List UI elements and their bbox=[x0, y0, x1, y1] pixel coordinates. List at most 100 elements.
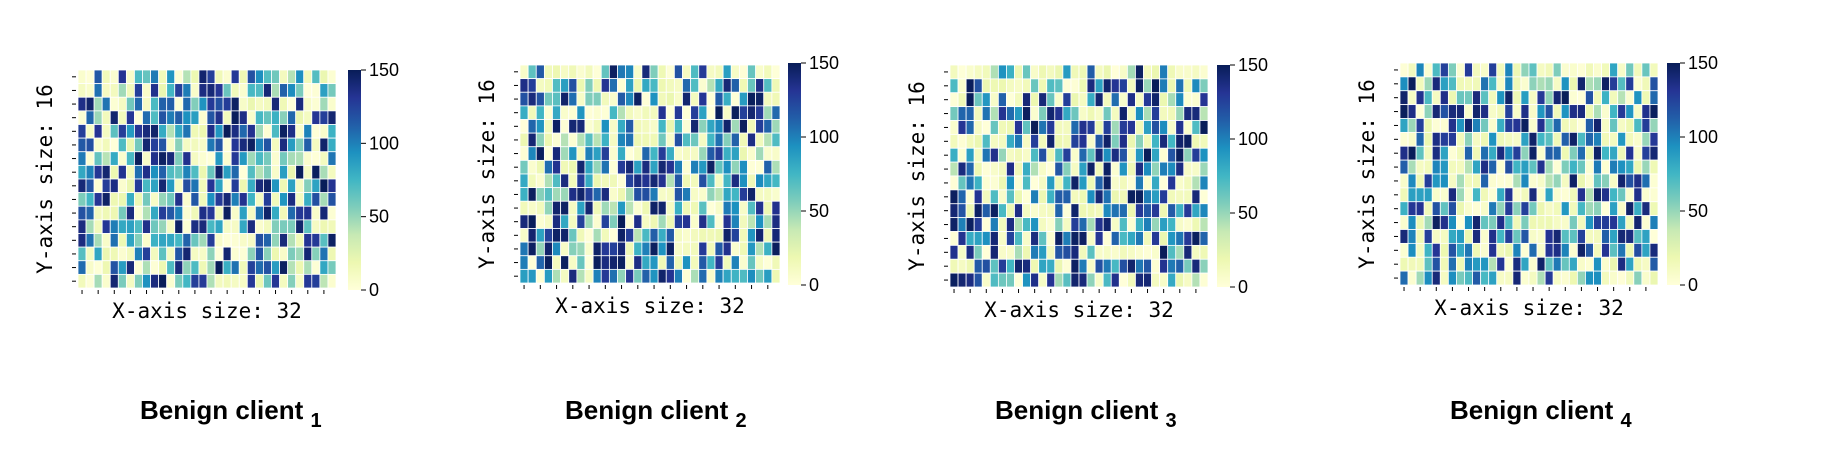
heatmap-cell bbox=[706, 228, 716, 243]
heatmap-cell bbox=[1447, 145, 1457, 161]
heatmap-cell bbox=[1407, 131, 1417, 147]
heatmap-cell bbox=[738, 91, 748, 107]
heatmap-cell bbox=[1439, 62, 1449, 78]
heatmap-cell bbox=[222, 83, 232, 98]
heatmap-cell bbox=[303, 246, 313, 262]
heatmap-cell bbox=[682, 241, 692, 257]
heatmap-cell bbox=[1054, 78, 1064, 94]
heatmap-cell bbox=[673, 91, 683, 107]
heatmap-cell bbox=[1151, 106, 1161, 121]
heatmap-cell bbox=[665, 214, 675, 229]
heatmap-cell bbox=[1135, 272, 1144, 288]
heatmap-cell bbox=[519, 255, 529, 270]
heatmap-cell bbox=[1014, 161, 1023, 177]
heatmap-cell bbox=[1568, 229, 1578, 244]
heatmap-cell bbox=[1070, 244, 1080, 260]
heatmap-cell bbox=[1078, 258, 1088, 274]
heatmap-cell bbox=[543, 228, 553, 243]
heatmap-cell bbox=[706, 64, 716, 80]
heatmap-cell bbox=[989, 217, 999, 232]
heatmap-cell bbox=[1014, 258, 1023, 274]
heatmap-cell bbox=[1480, 159, 1490, 175]
heatmap-cell bbox=[1022, 244, 1032, 260]
heatmap-cell bbox=[698, 78, 708, 93]
heatmap-cell bbox=[706, 241, 716, 257]
heatmap-cell bbox=[85, 273, 95, 289]
heatmap-cell bbox=[93, 178, 103, 194]
heatmap-cell bbox=[1576, 173, 1586, 189]
heatmap-cell bbox=[311, 246, 321, 262]
heatmap-cell bbox=[1464, 159, 1473, 175]
heatmap-cell bbox=[166, 69, 176, 85]
heatmap-cell bbox=[738, 119, 748, 134]
heatmap-cell bbox=[690, 173, 700, 189]
heatmap-cell bbox=[665, 119, 675, 134]
heatmap-cell bbox=[568, 64, 578, 80]
colorbar-tick-label: 150 bbox=[809, 53, 839, 73]
heatmap-cell bbox=[1520, 90, 1530, 106]
heatmap-cell bbox=[1086, 92, 1096, 108]
heatmap-cell bbox=[981, 64, 991, 80]
heatmap-cell bbox=[527, 78, 537, 93]
heatmap-cell bbox=[1439, 270, 1449, 286]
heatmap-cell bbox=[174, 192, 184, 207]
heatmap-cell bbox=[1536, 242, 1546, 258]
heatmap-cell bbox=[109, 178, 119, 194]
heatmap-cell bbox=[1544, 256, 1554, 272]
heatmap-cell bbox=[1070, 231, 1080, 246]
heatmap-cell bbox=[125, 260, 135, 275]
heatmap-cell bbox=[1143, 133, 1152, 149]
heatmap-cell bbox=[263, 137, 272, 153]
heatmap-cell bbox=[190, 124, 200, 139]
heatmap-cell bbox=[190, 164, 200, 180]
heatmap-cell bbox=[1488, 118, 1498, 133]
heatmap-cell bbox=[1472, 159, 1482, 175]
heatmap-cell bbox=[1167, 231, 1177, 246]
heatmap-cell bbox=[1649, 62, 1659, 78]
heatmap-cell bbox=[1159, 203, 1169, 219]
heatmap-cell bbox=[1078, 231, 1088, 246]
colorbar bbox=[348, 70, 361, 290]
heatmap-cell bbox=[1078, 161, 1088, 177]
heatmap-cell bbox=[1070, 175, 1080, 191]
heatmap-cell bbox=[965, 244, 975, 260]
heatmap-cell bbox=[738, 132, 748, 148]
heatmap-cell bbox=[649, 268, 659, 284]
heatmap-cell bbox=[519, 228, 529, 243]
heatmap-cell bbox=[1649, 187, 1659, 203]
heatmap-cell bbox=[965, 258, 975, 274]
heatmap-cell bbox=[1030, 161, 1040, 177]
heatmap-cell bbox=[1094, 64, 1104, 80]
heatmap-cell bbox=[957, 244, 967, 260]
heatmap-cell bbox=[1456, 256, 1465, 272]
heatmap-cell bbox=[1118, 64, 1128, 80]
heatmap-cell bbox=[1472, 201, 1482, 217]
heatmap-cell bbox=[641, 159, 651, 175]
heatmap-cell bbox=[527, 159, 537, 175]
heatmap-cell bbox=[206, 96, 216, 112]
heatmap-cell bbox=[747, 105, 757, 120]
heatmap-cell bbox=[1609, 256, 1619, 272]
heatmap-cell bbox=[763, 255, 773, 270]
heatmap-cell bbox=[1070, 161, 1080, 177]
heatmap-cell bbox=[1415, 62, 1425, 78]
heatmap-cell bbox=[747, 119, 757, 134]
heatmap-cell bbox=[1046, 106, 1056, 121]
heatmap-cell bbox=[1175, 231, 1185, 246]
heatmap-cell bbox=[690, 255, 700, 270]
heatmap-cell bbox=[730, 119, 740, 134]
heatmap-cell bbox=[327, 96, 337, 112]
heatmap-cell bbox=[1552, 187, 1562, 203]
heatmap-cell bbox=[1512, 187, 1522, 203]
heatmap-cell bbox=[125, 273, 135, 289]
heatmap-cell bbox=[763, 159, 773, 175]
heatmap-cell bbox=[519, 159, 529, 175]
heatmap-cell bbox=[997, 147, 1007, 163]
heatmap-cell bbox=[1560, 159, 1570, 175]
heatmap-cell bbox=[182, 219, 192, 234]
heatmap-cell bbox=[182, 110, 192, 125]
heatmap-cell bbox=[206, 164, 216, 180]
heatmap-cell bbox=[1407, 145, 1417, 161]
heatmap-cell bbox=[1014, 133, 1023, 149]
heatmap-cell bbox=[295, 69, 305, 85]
